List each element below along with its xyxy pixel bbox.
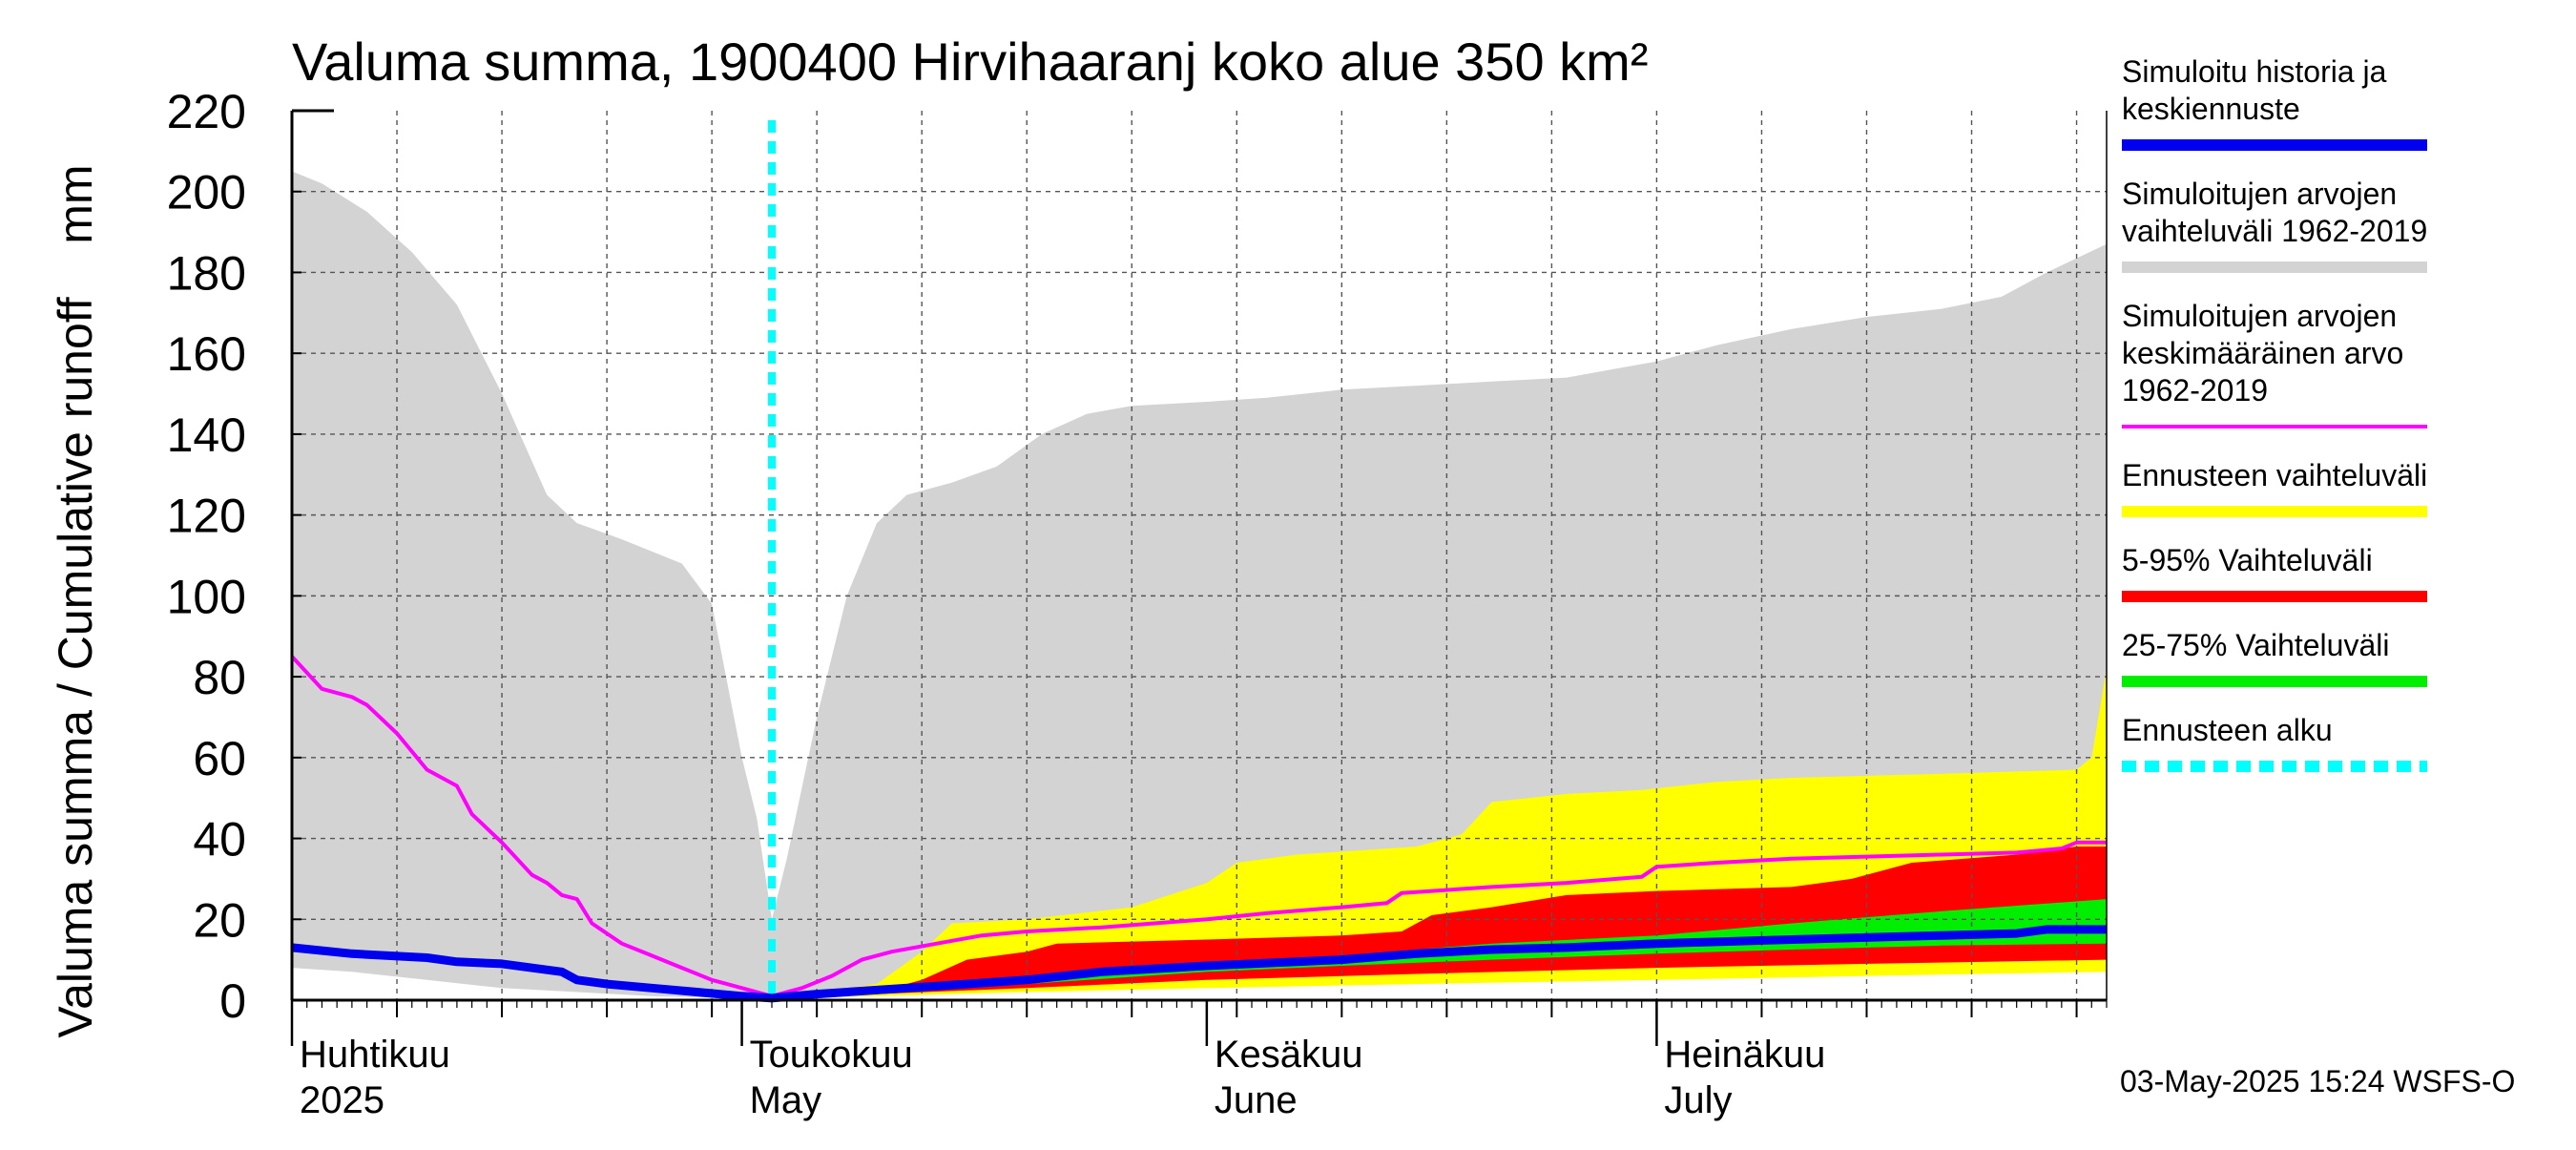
x-month-label-fi: Kesäkuu	[1215, 1034, 1363, 1076]
y-tick-label: 120	[167, 490, 246, 543]
legend-label: Ennusteen vaihteluväli	[2122, 458, 2427, 492]
x-month-label-en: July	[1664, 1079, 1732, 1121]
legend-label: vaihteluväli 1962-2019	[2122, 214, 2427, 248]
y-tick-label: 80	[193, 651, 246, 704]
y-tick-label: 140	[167, 408, 246, 462]
x-month-label-fi: Heinäkuu	[1664, 1034, 1825, 1076]
x-month-label-fi: Huhtikuu	[300, 1034, 450, 1076]
y-tick-label: 100	[167, 570, 246, 623]
y-tick-label: 40	[193, 813, 246, 867]
y-tick-label: 20	[193, 893, 246, 947]
legend-label: Ennusteen alku	[2122, 713, 2333, 747]
legend-label: Simuloitujen arvojen	[2122, 299, 2397, 333]
y-tick-label: 60	[193, 732, 246, 785]
y-tick-label: 180	[167, 246, 246, 300]
x-month-label-en: June	[1215, 1079, 1298, 1121]
legend-label: Simuloitujen arvojen	[2122, 177, 2397, 211]
x-month-label-en: May	[750, 1079, 822, 1121]
timestamp-footer: 03-May-2025 15:24 WSFS-O	[2120, 1064, 2515, 1098]
y-tick-label: 0	[219, 974, 246, 1028]
y-tick-label: 200	[167, 166, 246, 220]
y-tick-label: 160	[167, 327, 246, 381]
plot-area: 0 20 40 60 80 100 120 140 160 180 200 220 Huhtikuu20…	[167, 85, 2108, 1121]
legend-label: Simuloitu historia ja	[2122, 54, 2387, 89]
y-axis-label: Valuma summa / Cumulative runoff mm	[49, 164, 102, 1037]
band-5-95-area	[772, 847, 2107, 998]
x-month-label-fi: Toukokuu	[750, 1034, 913, 1076]
legend-label: keskiennuste	[2122, 92, 2300, 126]
y-tick-label: 220	[167, 85, 246, 138]
legend-label: keskimääräinen arvo	[2122, 336, 2403, 370]
x-month-label-en: 2025	[300, 1079, 384, 1121]
history-mean-line	[290, 655, 2107, 998]
chart-title: Valuma summa, 1900400 Hirvihaaranj koko …	[292, 31, 1648, 92]
legend-label: 5-95% Vaihteluväli	[2122, 543, 2373, 577]
legend-label: 1962-2019	[2122, 373, 2268, 408]
legend-label: 25-75% Vaihteluväli	[2122, 628, 2389, 662]
simulated-median-line	[291, 925, 2107, 1003]
